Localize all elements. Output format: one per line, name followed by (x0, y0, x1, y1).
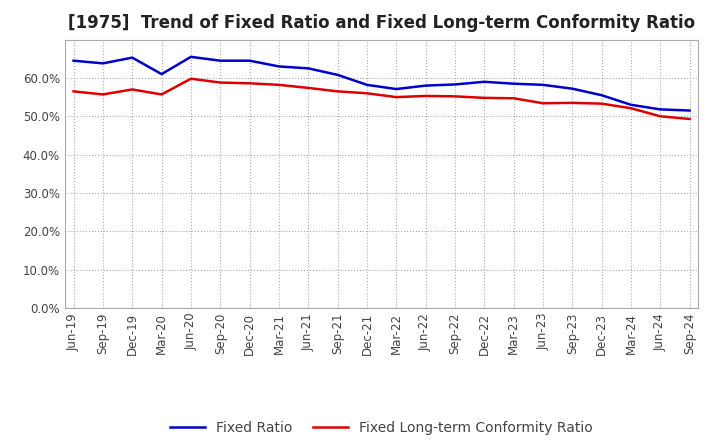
Fixed Long-term Conformity Ratio (363, 91, 372, 96)
Fixed Ratio (568, 86, 577, 92)
Line: Fixed Ratio: Fixed Ratio (73, 57, 690, 110)
Fixed Ratio (656, 107, 665, 112)
Fixed Long-term Conformity Ratio (626, 106, 635, 111)
Fixed Long-term Conformity Ratio (99, 92, 107, 97)
Fixed Long-term Conformity Ratio (392, 95, 400, 100)
Fixed Long-term Conformity Ratio (246, 81, 254, 86)
Fixed Long-term Conformity Ratio (685, 116, 694, 121)
Fixed Long-term Conformity Ratio (216, 80, 225, 85)
Title: [1975]  Trend of Fixed Ratio and Fixed Long-term Conformity Ratio: [1975] Trend of Fixed Ratio and Fixed Lo… (68, 15, 696, 33)
Fixed Ratio (685, 108, 694, 113)
Fixed Long-term Conformity Ratio (157, 92, 166, 97)
Fixed Ratio (509, 81, 518, 86)
Fixed Ratio (421, 83, 430, 88)
Fixed Long-term Conformity Ratio (128, 87, 137, 92)
Fixed Ratio (304, 66, 312, 71)
Fixed Ratio (480, 79, 489, 84)
Fixed Ratio (392, 86, 400, 92)
Fixed Long-term Conformity Ratio (69, 89, 78, 94)
Fixed Ratio (539, 82, 547, 88)
Fixed Ratio (274, 64, 283, 69)
Line: Fixed Long-term Conformity Ratio: Fixed Long-term Conformity Ratio (73, 79, 690, 119)
Fixed Ratio (216, 58, 225, 63)
Fixed Ratio (333, 72, 342, 77)
Fixed Long-term Conformity Ratio (568, 100, 577, 106)
Fixed Long-term Conformity Ratio (656, 114, 665, 119)
Fixed Long-term Conformity Ratio (598, 101, 606, 106)
Fixed Long-term Conformity Ratio (509, 95, 518, 101)
Fixed Ratio (69, 58, 78, 63)
Fixed Ratio (99, 61, 107, 66)
Fixed Ratio (246, 58, 254, 63)
Fixed Long-term Conformity Ratio (186, 76, 195, 81)
Fixed Ratio (363, 82, 372, 88)
Legend: Fixed Ratio, Fixed Long-term Conformity Ratio: Fixed Ratio, Fixed Long-term Conformity … (165, 415, 598, 440)
Fixed Ratio (451, 82, 459, 87)
Fixed Long-term Conformity Ratio (274, 82, 283, 88)
Fixed Long-term Conformity Ratio (421, 93, 430, 99)
Fixed Ratio (626, 102, 635, 107)
Fixed Ratio (186, 54, 195, 59)
Fixed Long-term Conformity Ratio (480, 95, 489, 100)
Fixed Long-term Conformity Ratio (333, 89, 342, 94)
Fixed Ratio (128, 55, 137, 60)
Fixed Long-term Conformity Ratio (451, 94, 459, 99)
Fixed Ratio (157, 71, 166, 77)
Fixed Ratio (598, 92, 606, 98)
Fixed Long-term Conformity Ratio (304, 85, 312, 91)
Fixed Long-term Conformity Ratio (539, 101, 547, 106)
